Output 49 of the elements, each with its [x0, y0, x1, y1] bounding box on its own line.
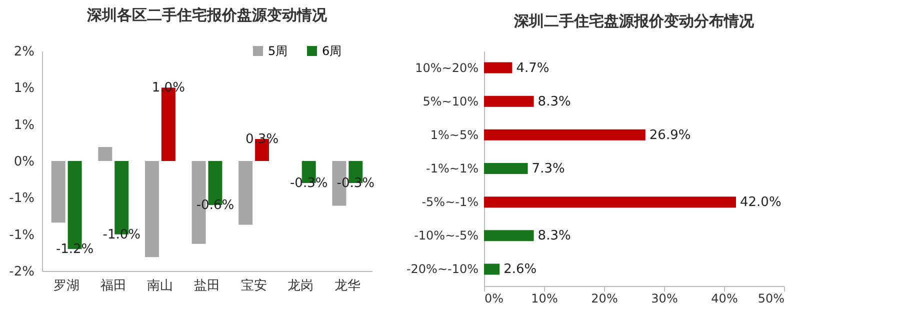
x-tick-label: 20%	[591, 292, 618, 306]
bar	[98, 147, 112, 161]
y-tick-label: -10%~-5%	[414, 228, 478, 243]
data-label: 26.9%	[649, 128, 691, 143]
y-tick-label: -1%	[9, 191, 34, 206]
data-label: 42.0%	[740, 195, 782, 210]
x-tick-label: 盐田	[194, 278, 220, 294]
bar	[238, 161, 253, 225]
x-tick-label: 0%	[484, 292, 504, 306]
data-label: 7.3%	[532, 162, 565, 176]
data-label: 8.3%	[538, 94, 571, 110]
y-tick-label: 1%~5%	[430, 128, 478, 142]
y-tick-label: 1%	[14, 81, 34, 96]
y-tick-label: 1%	[14, 118, 34, 133]
y-tick-label: -1%	[9, 228, 34, 243]
x-tick-label: 50%	[758, 292, 784, 306]
x-tick-label: 30%	[651, 292, 678, 306]
data-label: 1.0%	[152, 80, 185, 96]
y-tick-label: -5%~-1%	[422, 195, 478, 210]
chart-title: 深圳二手住宅盘源报价变动分布情况	[513, 12, 755, 30]
x-tick-label: 龙岗	[288, 278, 314, 294]
x-tick-label: 40%	[711, 292, 738, 306]
x-tick-label: 宝安	[240, 278, 267, 294]
y-tick-label: 2%	[14, 44, 34, 60]
y-tick-label: -2%	[9, 264, 34, 280]
y-tick-label: 10%~20%	[415, 60, 478, 75]
data-label: -0.6%	[196, 198, 234, 213]
data-label: 4.7%	[516, 60, 550, 76]
x-tick-label: 福田	[100, 278, 126, 294]
y-tick-label: 5%~10%	[422, 94, 478, 108]
x-tick-label: 罗湖	[54, 278, 80, 294]
legend-label: 5周	[268, 44, 288, 58]
chart-title: 深圳各区二手住宅报价盘源变动情况	[86, 6, 328, 24]
y-tick-label: -20%~-10%	[406, 262, 478, 276]
x-tick-label: 龙华	[334, 278, 360, 294]
y-tick-label: 0%	[14, 154, 34, 170]
x-tick-label: 南山	[147, 278, 174, 294]
data-label: -1.0%	[102, 227, 140, 242]
data-label: 8.3%	[538, 228, 571, 244]
bar	[144, 161, 159, 258]
data-label: -1.2%	[56, 242, 94, 257]
legend-label: 6周	[322, 44, 342, 58]
data-label: -0.3%	[290, 176, 328, 191]
x-tick-label: 10%	[531, 292, 558, 306]
data-label: -0.3%	[336, 176, 375, 191]
bar	[51, 161, 66, 223]
y-tick-label: -1%~1%	[426, 162, 478, 176]
data-label: 0.3%	[246, 132, 279, 147]
data-label: 2.6%	[504, 262, 537, 278]
